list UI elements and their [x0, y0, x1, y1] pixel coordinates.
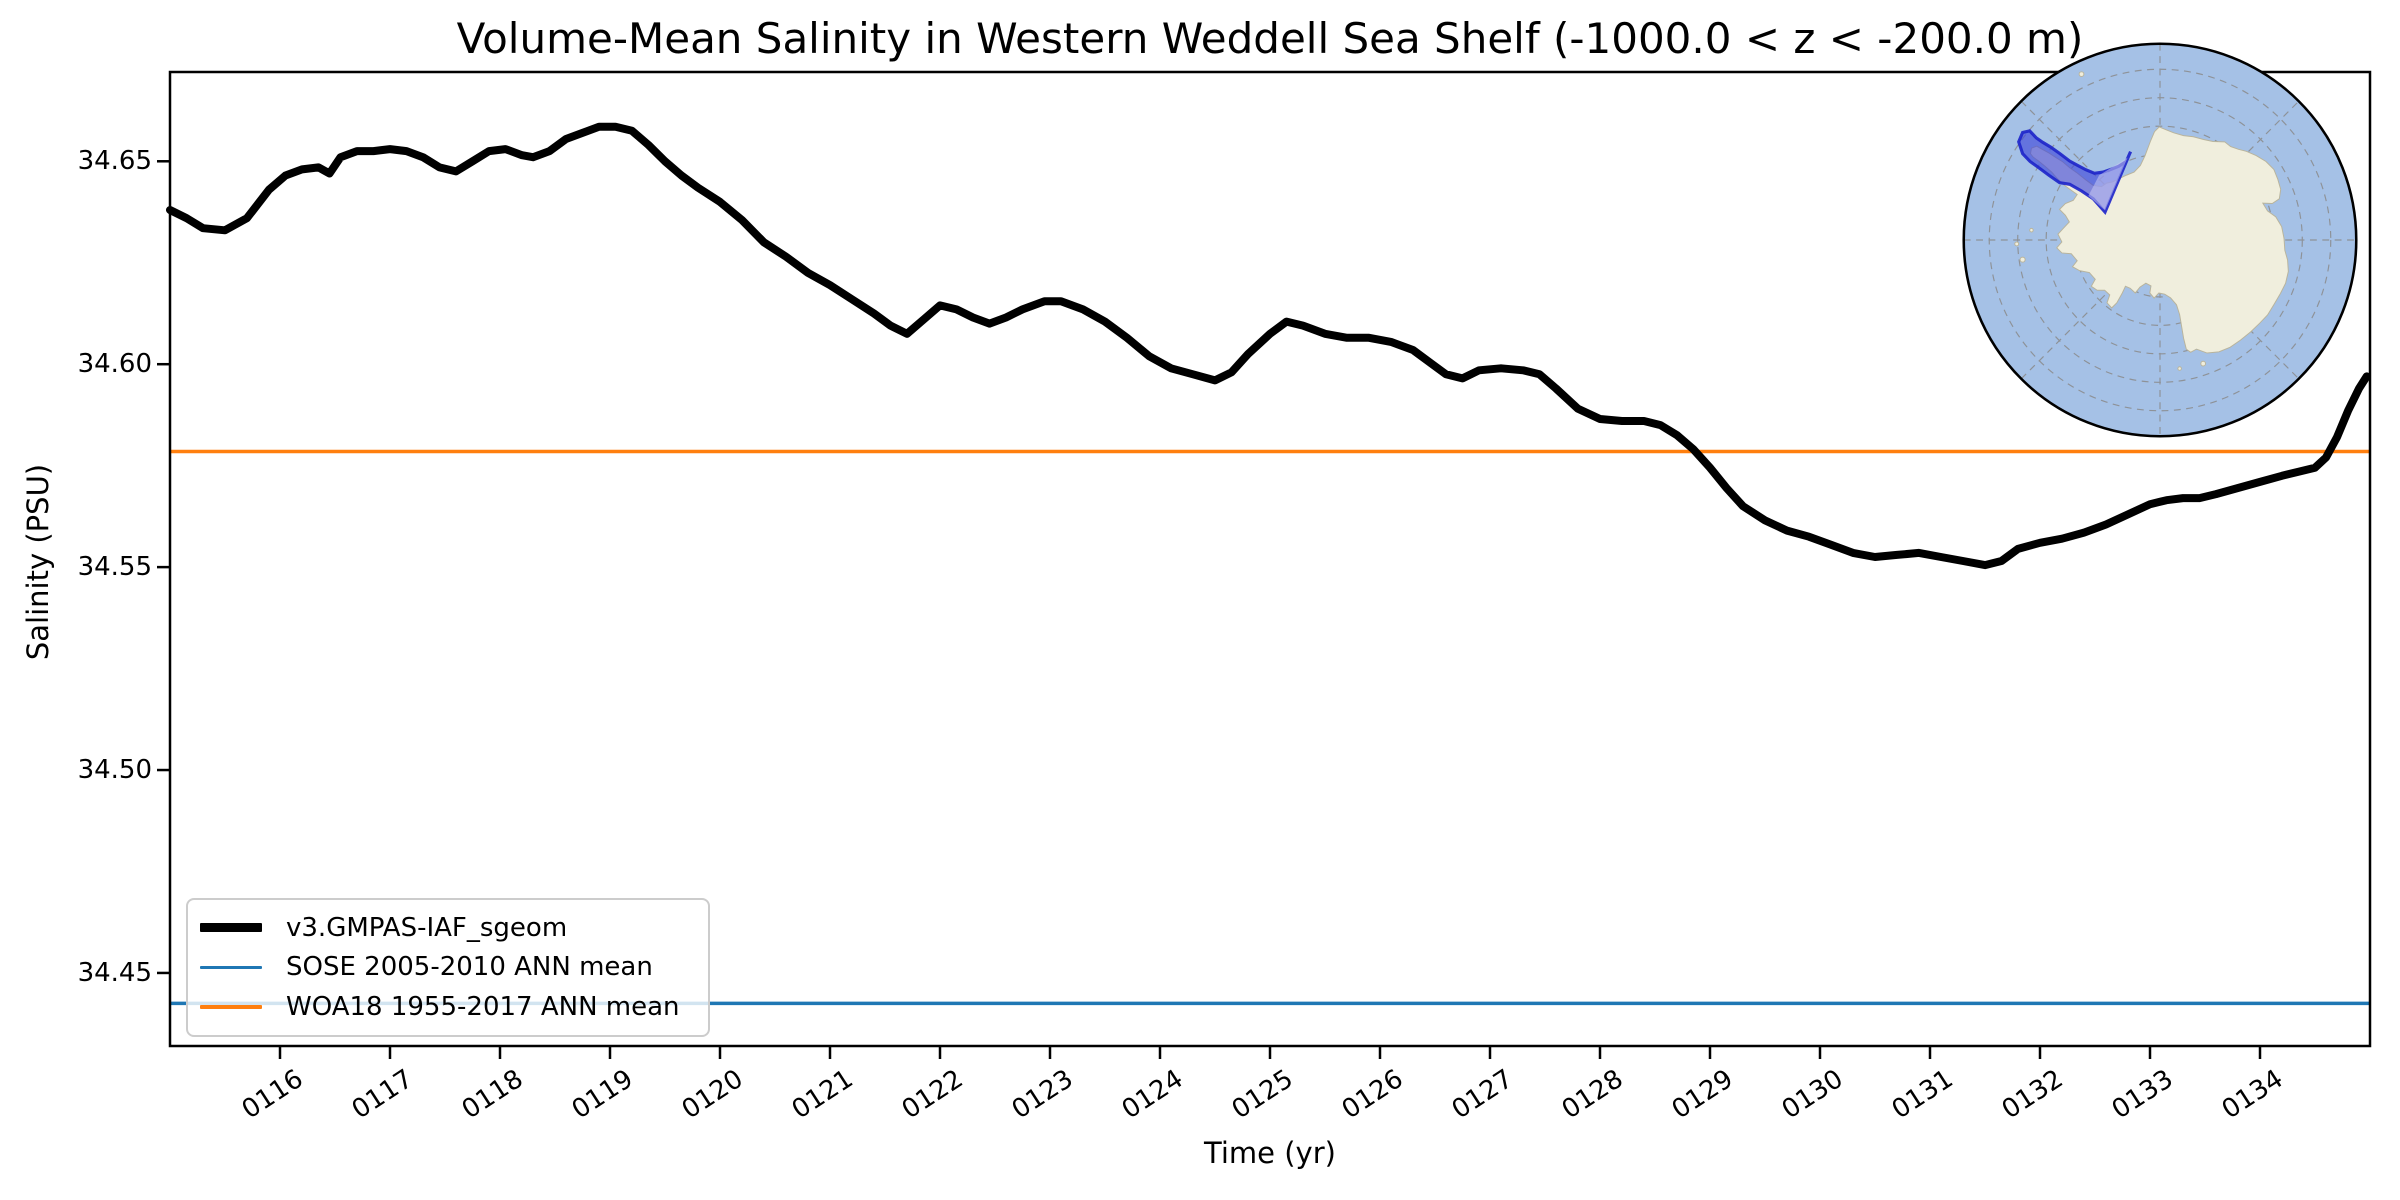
y-tick-label: 34.65: [77, 146, 152, 177]
sose-line-swatch: [200, 965, 262, 970]
antarctica-landmass: [2014, 71, 2289, 371]
legend-item-woa18: WOA18 1955-2017 ANN mean: [200, 992, 698, 1022]
gmpas-line-swatch: [200, 923, 262, 933]
legend-item-sose: SOSE 2005-2010 ANN mean: [200, 952, 698, 982]
antarctica-inset-map: [1962, 42, 2358, 438]
weddell-shelf-highlight: [2017, 129, 2133, 216]
page-title: Volume-Mean Salinity in Western Weddell …: [456, 14, 2084, 63]
y-tick-label: 34.55: [77, 552, 152, 583]
woa18-line-swatch: [200, 1005, 262, 1009]
small-island: [2019, 256, 2026, 263]
inset-border-circle: [1962, 42, 2358, 438]
legend-item-label: SOSE 2005-2010 ANN mean: [286, 952, 653, 983]
small-island: [2177, 366, 2182, 371]
series-line-gmpas: [166, 122, 2371, 570]
legend: v3.GMPAS-IAF_sgeom SOSE 2005-2010 ANN me…: [186, 898, 710, 1037]
y-tick-label: 34.50: [77, 755, 152, 786]
small-island: [2014, 241, 2020, 247]
legend-item-gmpas: v3.GMPAS-IAF_sgeom: [200, 913, 698, 943]
legend-item-label: v3.GMPAS-IAF_sgeom: [286, 912, 568, 943]
small-island: [2078, 71, 2085, 78]
x-axis-label: Time (yr): [1204, 1136, 1336, 1170]
small-island: [2200, 360, 2207, 367]
y-tick-label: 34.60: [77, 349, 152, 380]
legend-item-label: WOA18 1955-2017 ANN mean: [286, 992, 680, 1023]
y-tick-label: 34.45: [77, 957, 152, 988]
small-island: [2029, 227, 2034, 233]
